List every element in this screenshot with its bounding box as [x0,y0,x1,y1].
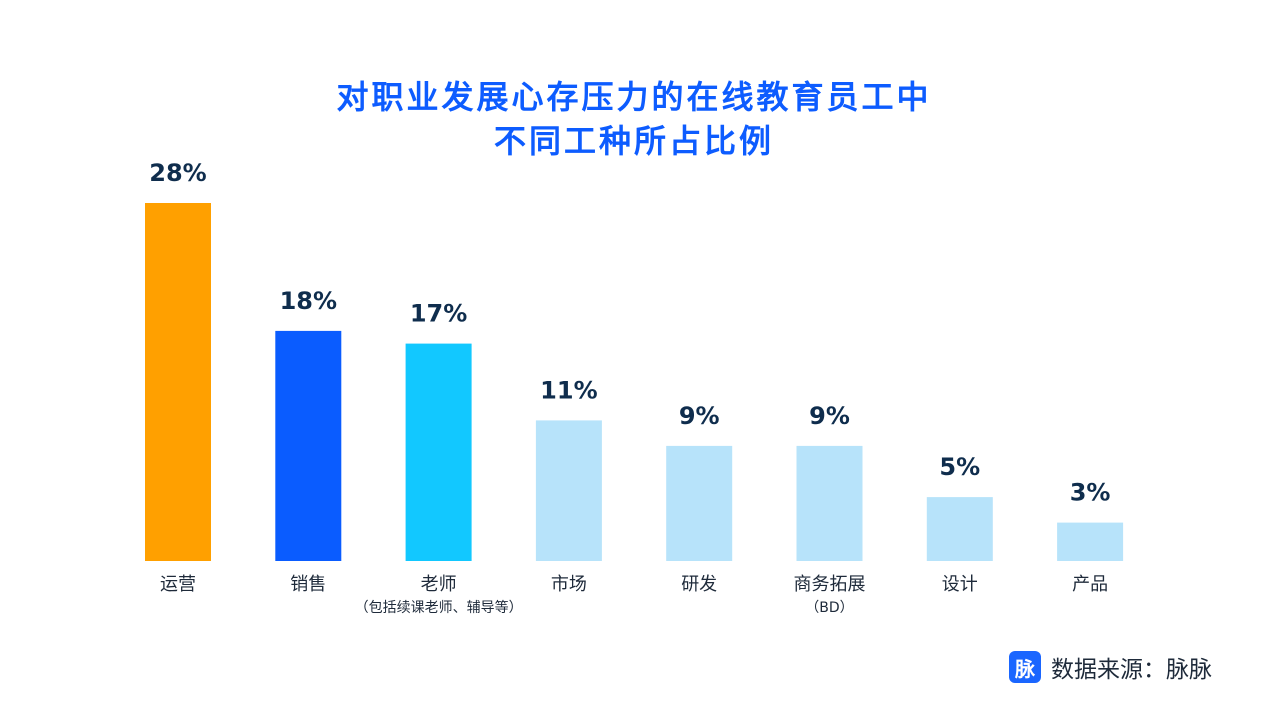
value-label-5: 9% [679,402,720,430]
data-source: 脉 数据来源：脉脉 [1009,650,1212,684]
category-label-6: 商务拓展 [794,574,866,595]
value-label-2: 18% [280,287,337,315]
chart-title-line-1: 对职业发展心存压力的在线教育员工中 [336,78,931,116]
value-label-1: 28% [149,159,206,187]
category-labels-group: 运营 销售 老师 （包括续课老师、辅导等） 市场 研发 商务拓展 （BD） 设计 产品 [160,574,1108,616]
value-label-3: 17% [410,300,467,328]
category-label-1: 运营 [160,574,196,595]
bar-7 [926,497,993,561]
chart-title-line-2: 不同工种所占比例 [494,122,774,160]
category-label-8: 产品 [1072,574,1108,595]
category-sublabel-3: （包括续课老师、辅导等） [355,599,523,616]
bars-group [145,203,1124,561]
category-label-4: 市场 [551,574,587,595]
bar-3 [405,343,472,561]
category-label-5: 研发 [681,574,717,595]
category-label-7: 设计 [942,574,978,595]
bar-1 [145,203,211,561]
value-label-7: 5% [939,453,980,481]
bar-8 [1057,522,1124,561]
bar-4 [535,420,602,561]
category-label-2: 销售 [290,574,326,595]
data-source-text: 数据来源：脉脉 [1051,657,1212,683]
category-label-3: 老师 [421,574,457,595]
bar-2 [275,330,342,561]
bar-6 [796,445,863,561]
value-label-8: 3% [1070,479,1111,507]
value-label-4: 11% [540,376,597,404]
value-labels-group: 28% 18% 17% 11% 9% 9% 5% 3% [149,159,1110,507]
maimai-logo-icon: 脉 [1009,651,1041,683]
category-sublabel-6: （BD） [805,600,853,616]
bar-5 [666,445,733,561]
value-label-6: 9% [809,402,850,430]
